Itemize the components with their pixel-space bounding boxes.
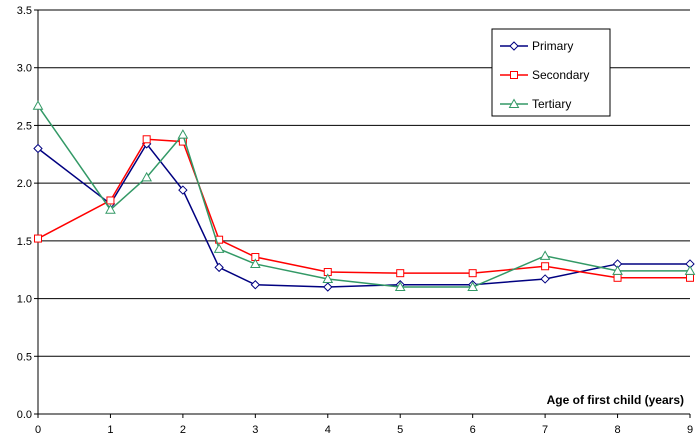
- data-point-primary: [33, 143, 43, 154]
- legend-label-tertiary: Tertiary: [532, 97, 571, 111]
- x-axis-label: Age of first child (years): [547, 393, 684, 407]
- data-point-tertiary: [467, 281, 479, 292]
- x-tick-label: 2: [180, 424, 186, 436]
- data-point-primary: [540, 274, 550, 284]
- axes: [37, 10, 690, 415]
- data-point-tertiary: [249, 258, 261, 268]
- data-point-primary: [323, 282, 333, 292]
- x-tick-label: 4: [325, 424, 331, 436]
- y-axis-ticks: 0.0 0.5 1.0 1.5 2.0 2.5 3.0 3.5: [17, 5, 38, 421]
- legend-item-primary: Primary: [500, 39, 573, 53]
- y-tick-label: 3.0: [17, 63, 32, 75]
- data-point-tertiary: [322, 273, 334, 283]
- legend-item-tertiary: Tertiary: [500, 97, 571, 111]
- series-line-tertiary: [37, 105, 690, 288]
- x-tick-label: 3: [252, 424, 258, 436]
- data-point-secondary: [106, 196, 115, 205]
- data-point-tertiary: [141, 171, 153, 182]
- series-primary: [33, 139, 695, 292]
- series-tertiary: [32, 100, 696, 292]
- legend-label-secondary: Secondary: [532, 68, 589, 82]
- legend-label-primary: Primary: [532, 39, 573, 53]
- x-tick-label: 0: [35, 424, 41, 436]
- series-line-primary: [37, 142, 690, 288]
- data-point-primary: [178, 185, 188, 195]
- legend-marker-primary: [509, 41, 519, 51]
- x-tick-label: 6: [470, 424, 476, 436]
- data-point-tertiary: [684, 265, 696, 275]
- series-group: [32, 100, 696, 292]
- data-point-tertiary: [539, 250, 551, 260]
- data-point-tertiary: [612, 265, 623, 275]
- x-tick-label: 9: [687, 424, 693, 436]
- series-line-secondary: [37, 138, 690, 279]
- y-tick-label: 0.0: [17, 409, 32, 421]
- x-tick-label: 8: [614, 424, 620, 436]
- data-point-secondary: [34, 234, 42, 243]
- y-tick-label: 1.5: [17, 236, 32, 248]
- data-point-tertiary: [177, 129, 189, 139]
- legend-marker-tertiary: [508, 98, 520, 108]
- x-tick-label: 7: [542, 424, 548, 436]
- data-point-tertiary: [105, 204, 116, 214]
- data-point-primary: [214, 262, 224, 273]
- y-tick-label: 2.5: [17, 120, 32, 132]
- legend: Primary Secondary Tertiary: [491, 28, 611, 117]
- data-point-primary: [250, 280, 261, 290]
- legend-item-secondary: Secondary: [500, 68, 589, 82]
- legend-marker-secondary: [510, 71, 518, 79]
- data-point-secondary: [541, 262, 550, 271]
- data-point-tertiary: [213, 243, 225, 253]
- data-point-secondary: [468, 269, 477, 278]
- y-tick-label: 3.5: [17, 5, 32, 17]
- data-point-secondary: [142, 135, 151, 144]
- y-tick-label: 1.0: [17, 294, 32, 306]
- y-tick-label: 0.5: [17, 351, 32, 363]
- grid-lines: [38, 9, 690, 357]
- data-point-secondary: [613, 273, 622, 282]
- data-point-tertiary: [32, 100, 44, 110]
- series-secondary: [34, 135, 694, 282]
- data-point-secondary: [396, 269, 405, 278]
- x-tick-label: 5: [397, 424, 403, 436]
- x-axis-ticks: 0 1 2 3 4 5 6 7 8 9: [35, 414, 693, 436]
- data-point-secondary: [686, 273, 694, 282]
- y-tick-label: 2.0: [17, 178, 32, 190]
- x-tick-label: 1: [107, 424, 113, 436]
- data-point-tertiary: [394, 281, 406, 292]
